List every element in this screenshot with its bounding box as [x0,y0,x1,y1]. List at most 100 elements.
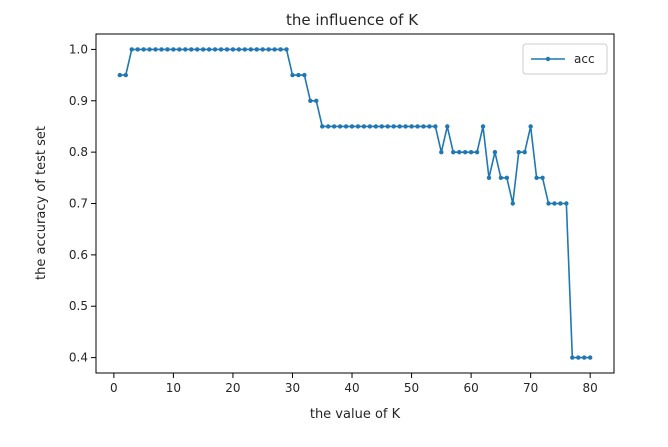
series-layer [117,47,593,360]
x-tick-label: 0 [110,381,118,395]
data-point [534,175,539,181]
data-point [403,124,408,129]
data-point [510,201,515,206]
data-point [308,98,313,103]
data-point [290,72,295,78]
data-point [159,47,164,52]
data-point [314,98,319,103]
data-point [498,175,504,181]
data-point [218,47,224,52]
x-axis: 0 10 20 30 40 50 60 70 80 [110,373,598,395]
data-point [433,124,438,129]
x-tick-label: 20 [225,381,240,395]
data-point [343,124,349,129]
x-tick-label: 50 [404,381,419,395]
data-point [409,124,414,129]
data-point [320,124,325,129]
x-tick-label: 10 [166,381,181,395]
data-point [570,355,575,360]
data-point [546,201,551,206]
data-point [587,355,593,360]
x-tick-label: 60 [463,381,478,395]
legend: acc [522,43,608,75]
data-point [415,124,420,129]
x-tick-label: 30 [285,381,300,395]
data-point [302,72,307,78]
y-tick-label: 0.9 [69,94,88,108]
data-point [385,124,390,129]
data-point [147,47,152,52]
data-point [582,355,587,360]
data-point [284,47,289,52]
data-point [248,47,253,52]
data-point [183,47,188,52]
y-axis-title: the accuracy of test set [34,126,49,280]
data-point [165,47,170,52]
data-point [516,149,521,155]
data-point [468,149,474,155]
data-point [361,124,367,129]
data-point [135,47,140,52]
data-point [195,47,200,52]
data-point [439,149,444,155]
data-point [528,124,533,129]
legend-label: acc [574,52,595,66]
y-tick-label: 0.8 [69,145,88,159]
data-point [296,72,301,78]
data-point [480,124,486,129]
data-point [427,124,432,129]
data-point [397,124,402,129]
data-point [153,47,158,52]
y-tick-label: 0.5 [69,299,88,313]
data-point [522,149,527,155]
data-point [552,201,557,206]
x-axis-title: the value of K [310,407,401,422]
data-point [141,47,146,52]
data-point [451,149,456,155]
data-point [278,47,283,52]
legend-marker [545,56,551,62]
data-point [171,47,176,52]
data-point [421,124,426,129]
data-point [266,47,271,52]
data-point [540,175,545,181]
data-point [189,47,194,52]
data-point [379,124,384,129]
data-point [206,47,212,52]
data-point [367,124,373,129]
data-point [177,47,182,52]
x-tick-label: 80 [583,381,598,395]
data-point [355,124,361,129]
data-point [326,124,331,129]
data-point [117,72,123,78]
data-point [212,47,218,52]
data-point [462,149,468,155]
data-point [457,149,462,155]
data-point [260,47,265,52]
plot-area: 0 10 20 30 40 50 60 70 80 0.4 0.5 0.6 0.7 0.8 0.9 1.0 [69,33,615,395]
data-point [504,175,510,181]
y-tick-label: 0.4 [69,351,88,365]
chart-title: the influence of K [286,11,419,29]
data-point [391,124,396,129]
data-point [272,47,277,52]
data-point [474,149,480,155]
data-point [224,47,230,52]
data-point [129,47,134,52]
data-point [200,47,206,52]
data-point [564,201,569,206]
data-point [445,124,450,129]
data-point [576,355,581,360]
data-point [373,124,379,129]
data-point [349,124,355,129]
y-tick-label: 0.6 [69,248,88,262]
data-point [123,72,128,78]
y-tick-label: 1.0 [69,42,88,56]
x-tick-label: 40 [344,381,359,395]
data-point [558,201,563,206]
y-tick-label: 0.7 [69,197,88,211]
data-point [230,47,236,52]
data-point [492,149,498,155]
data-point [236,47,242,52]
